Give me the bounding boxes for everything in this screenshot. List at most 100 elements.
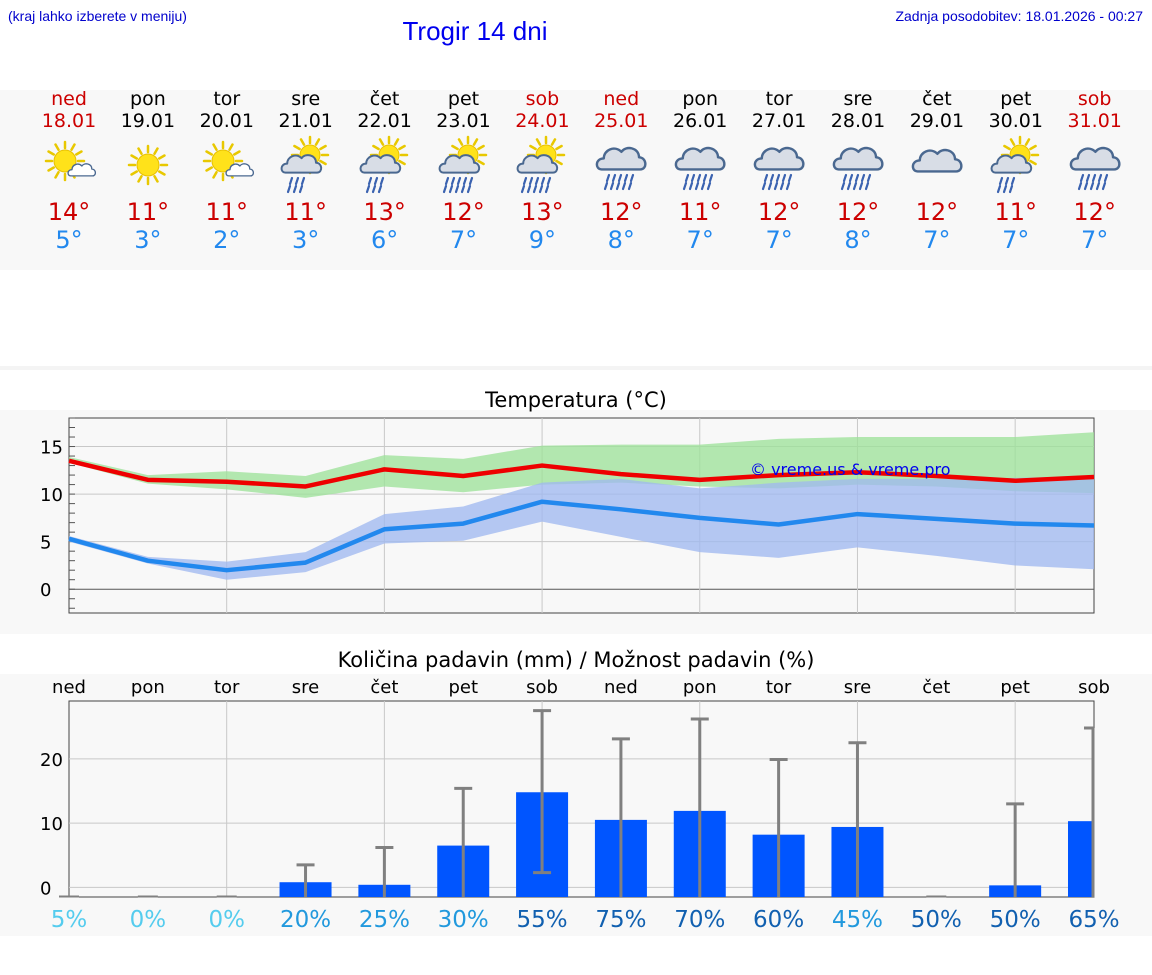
day-name: sre bbox=[291, 88, 321, 110]
page-title: Trogir 14 dni bbox=[402, 16, 548, 46]
sun-cloud-rain-icon bbox=[990, 135, 1040, 194]
max-temperature-line bbox=[68, 458, 1095, 489]
day-name: tor bbox=[765, 88, 793, 110]
precipitation-chart: 0 10 20 ned pon tor sre čet pet sob ned pon tor sre če… bbox=[40, 677, 1120, 933]
y-tick-label: 10 bbox=[40, 814, 63, 835]
plot-area bbox=[68, 700, 1095, 898]
max-temperature: 11° bbox=[205, 198, 249, 226]
max-temperature: 12° bbox=[600, 198, 643, 226]
precipitation-probability: 70% bbox=[674, 907, 725, 933]
min-temperature: 3° bbox=[292, 226, 320, 254]
min-temperature-line bbox=[68, 499, 1095, 573]
precipitation-probability: 50% bbox=[990, 907, 1041, 933]
min-temperature: 7° bbox=[923, 226, 951, 254]
x-day-label: sob bbox=[526, 677, 558, 698]
precipitation-bar bbox=[1068, 821, 1094, 897]
cloud-heavy-rain-icon bbox=[674, 146, 726, 191]
precipitation-probability: 0% bbox=[208, 907, 245, 933]
day-name: pon bbox=[130, 88, 166, 110]
day-date: 23.01 bbox=[436, 110, 491, 132]
cloud-icon bbox=[911, 148, 963, 173]
day-date: 29.01 bbox=[909, 110, 965, 132]
min-temperature: 7° bbox=[1081, 226, 1109, 254]
max-temperature: 11° bbox=[126, 198, 170, 226]
sun-cloud-rain-icon bbox=[359, 135, 408, 194]
day-name: pon bbox=[682, 88, 719, 110]
day-date: 22.01 bbox=[357, 110, 412, 132]
min-temperature: 3° bbox=[134, 226, 162, 254]
x-day-label: sob bbox=[1078, 677, 1110, 698]
cloud-heavy-rain-icon bbox=[596, 146, 647, 191]
cloud-heavy-rain-icon bbox=[832, 146, 884, 191]
x-day-label: tor bbox=[766, 677, 792, 698]
day-date: 28.01 bbox=[830, 110, 886, 132]
day-name: pet bbox=[447, 88, 480, 110]
sun-cloud-rain-icon bbox=[280, 135, 329, 194]
max-temperature: 12° bbox=[836, 198, 880, 226]
empty-band bbox=[0, 366, 1152, 370]
max-temperature: 11° bbox=[678, 198, 722, 226]
sun-icon bbox=[127, 144, 169, 186]
x-day-label: čet bbox=[370, 677, 398, 698]
max-temperature: 12° bbox=[442, 198, 485, 226]
y-tick-label: 5 bbox=[40, 533, 51, 554]
x-day-label: tor bbox=[214, 677, 240, 698]
min-temperature: 7° bbox=[686, 226, 714, 254]
precipitation-probability: 25% bbox=[359, 907, 410, 933]
min-temperature: 2° bbox=[213, 226, 241, 254]
day-date: 25.01 bbox=[594, 110, 649, 132]
day-column: čet 22.01 13° 6° bbox=[346, 88, 424, 254]
min-temperature: 7° bbox=[765, 226, 793, 254]
day-column: pet 30.01 11° 7° bbox=[977, 88, 1055, 254]
day-date: 31.01 bbox=[1067, 110, 1122, 132]
day-column: tor 27.01 12° 7° bbox=[740, 88, 818, 254]
day-column: ned 18.01 14° 5° bbox=[30, 88, 108, 254]
day-column: sob 31.01 12° 7° bbox=[1056, 88, 1134, 254]
x-day-label: pon bbox=[131, 677, 165, 698]
y-tick-label: 0 bbox=[40, 580, 51, 601]
day-name: ned bbox=[603, 88, 640, 110]
max-temperature: 13° bbox=[521, 198, 564, 226]
day-name: sob bbox=[1077, 88, 1112, 110]
max-temperature: 11° bbox=[994, 198, 1038, 226]
day-name: pet bbox=[1000, 88, 1032, 110]
day-date: 24.01 bbox=[515, 110, 570, 132]
day-date: 18.01 bbox=[41, 110, 97, 132]
sun-cloud-icon bbox=[44, 140, 97, 182]
day-column: tor 20.01 11° 2° bbox=[188, 88, 266, 254]
cloud-heavy-rain-icon bbox=[753, 146, 805, 191]
precipitation-probability: 50% bbox=[911, 907, 962, 933]
day-column: pet 23.01 12° 7° bbox=[425, 88, 503, 254]
x-day-label: ned bbox=[52, 677, 86, 698]
y-tick-label: 10 bbox=[40, 485, 63, 506]
x-day-label: sre bbox=[844, 677, 871, 698]
last-update: Zadnja posodobitev: 18.01.2026 - 00:27 bbox=[895, 8, 1143, 24]
day-date: 27.01 bbox=[751, 110, 807, 132]
x-day-label: ned bbox=[604, 677, 638, 698]
x-day-label: pet bbox=[448, 677, 478, 698]
temperature-chart: 0 5 10 15 © vreme.us & vreme.pro bbox=[40, 417, 1095, 614]
day-column: sre 28.01 12° 8° bbox=[819, 88, 897, 254]
day-column: sob 24.01 13° 9° bbox=[503, 88, 581, 254]
y-tick-label: 20 bbox=[40, 750, 63, 771]
day-name: tor bbox=[213, 88, 241, 110]
daily-forecast-band bbox=[0, 90, 1152, 270]
day-date: 20.01 bbox=[199, 110, 254, 132]
watermark: © vreme.us & vreme.pro bbox=[750, 460, 951, 479]
min-temperature: 8° bbox=[607, 226, 635, 254]
max-temperature: 11° bbox=[284, 198, 327, 226]
precipitation-probability: 30% bbox=[438, 907, 489, 933]
precipitation-probability: 0% bbox=[130, 907, 167, 933]
max-temperature: 13° bbox=[363, 198, 406, 226]
cloud-heavy-rain-icon bbox=[1069, 146, 1121, 191]
day-column: pon 19.01 11° 3° bbox=[109, 88, 187, 254]
min-temperature: 5° bbox=[55, 226, 83, 254]
day-column: ned 25.01 12° 8° bbox=[582, 88, 660, 254]
sun-cloud-heavy-rain-icon bbox=[516, 135, 566, 194]
day-date: 26.01 bbox=[672, 110, 728, 132]
day-date: 19.01 bbox=[120, 110, 176, 132]
min-temperature: 6° bbox=[370, 226, 399, 254]
sun-cloud-heavy-rain-icon bbox=[438, 135, 487, 194]
max-temperature: 12° bbox=[757, 198, 801, 226]
precipitation-probability: 60% bbox=[753, 907, 804, 933]
